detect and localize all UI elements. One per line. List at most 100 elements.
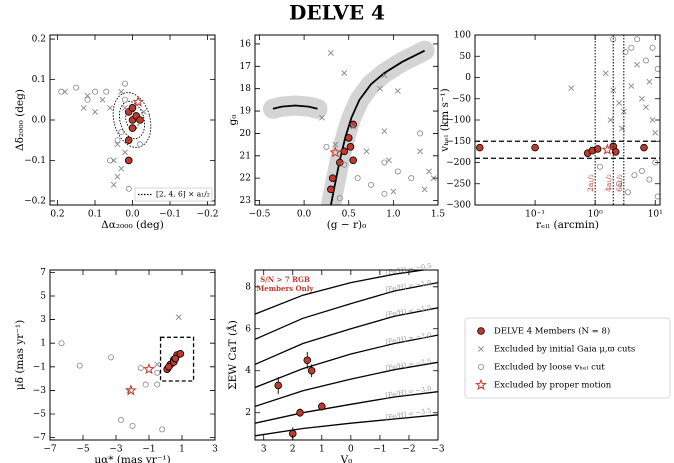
member-point (128, 124, 137, 132)
y-tick-label: −300 (446, 201, 471, 211)
y-tick-label: 18 (240, 84, 252, 94)
gaia-cut-point (390, 188, 397, 195)
loose-cut-point (58, 340, 65, 347)
x-tick-label: 10⁻¹ (525, 210, 545, 220)
y-tick-label: 2 (245, 408, 251, 418)
y-tick-label: 6 (245, 324, 251, 334)
x-tick-label: 0.5 (342, 210, 357, 220)
gaia-cut-point (114, 173, 121, 180)
y-tick-label: 3 (40, 315, 46, 325)
gaia-cut-point (341, 70, 348, 76)
legend-marker (478, 346, 484, 352)
plot-area (58, 80, 147, 192)
gaia-cut-point (652, 129, 659, 136)
gaia-cut-point (122, 149, 128, 156)
gaia-cut-point (607, 117, 614, 123)
y-tick-label: 50 (460, 52, 472, 62)
gaia-cut-point (646, 78, 653, 85)
pm-cut-point (132, 95, 145, 107)
x-tick-label: 3 (261, 445, 267, 455)
y-tick-label: 0.1 (32, 75, 46, 85)
loose-cut-point (368, 181, 375, 188)
x-axis-label: V₀ (340, 454, 353, 463)
gaia-cut-point (421, 186, 428, 193)
x-tick-label: 0 (348, 445, 354, 455)
axes-frame (49, 34, 216, 206)
x-axis-label: μα* (mas yr⁻¹) (94, 454, 170, 463)
gaia-cut-point (332, 141, 339, 148)
legend-marker (474, 378, 488, 391)
loose-cut-point (616, 180, 623, 187)
member-point (176, 350, 185, 358)
y-tick-label: 0.0 (32, 116, 47, 126)
plot-area (262, 40, 437, 205)
loose-cut-point (394, 168, 401, 175)
y-tick-label: −0.2 (24, 196, 46, 206)
y-tick-label: 100 (454, 31, 471, 41)
x-tick-label: −3 (431, 445, 445, 455)
gaia-cut-point (568, 85, 575, 92)
loose-cut-point (114, 137, 121, 144)
loose-cut-point (118, 129, 125, 136)
gaia-cut-point (154, 361, 161, 368)
y-tick-label: −100 (446, 116, 471, 126)
member-point (327, 185, 335, 194)
pm-cut-point (124, 384, 137, 396)
y-tick-label: 0 (465, 73, 471, 83)
member-point (124, 156, 133, 165)
x-tick-label: 2 (290, 445, 296, 455)
gaia-cut-point (649, 117, 656, 123)
x-tick-label: 1 (179, 445, 185, 455)
gaia-cut-point (377, 85, 383, 92)
x-axis-label: rₑₗₗ (arcmin) (536, 219, 599, 231)
loose-cut-point (108, 354, 115, 361)
loose-cut-point (381, 159, 388, 166)
metallicity-label: [Fe/H] = −0.5 (385, 262, 432, 277)
x-tick-label: −5 (76, 445, 90, 455)
metallicity-curve (255, 391, 438, 424)
legend-label: DELVE 4 Members (N = 8) (494, 326, 610, 337)
y-tick-label: −1 (33, 362, 46, 372)
gaia-cut-point (634, 61, 641, 68)
gaia-cut-point (616, 100, 622, 106)
loose-cut-point (649, 44, 656, 51)
y-tick-label: 17 (240, 62, 252, 72)
radius-label: 6a₁/₂ (615, 174, 624, 192)
y-axis-label: ΣEW CaT (Å) (225, 320, 239, 390)
loose-cut-point (654, 193, 660, 200)
x-tick-label: 3 (212, 445, 218, 455)
y-tick-label: 0.2 (32, 35, 46, 45)
member-point (296, 408, 304, 417)
x-tick-label: −3 (109, 445, 123, 455)
x-axis-label: (g − r)₀ (327, 219, 367, 231)
y-tick-label: −200 (446, 158, 471, 168)
loose-cut-point (323, 143, 330, 150)
y-tick-label: −7 (33, 433, 47, 443)
x-tick-label: −0.5 (249, 210, 271, 220)
gaia-cut-point (175, 314, 182, 321)
member-point (349, 120, 357, 129)
loose-cut-point (129, 422, 136, 429)
y-tick-label: 1 (40, 339, 46, 349)
loose-cut-point (84, 96, 91, 103)
metallicity-label: [Fe/H] = −3.0 (385, 384, 432, 399)
isochrone (330, 49, 426, 205)
pm-cut-point (329, 146, 342, 158)
y-tick-label: −3 (33, 386, 47, 396)
y-tick-label: −50 (452, 94, 471, 104)
legend-marker (477, 327, 485, 335)
gaia-cut-point (426, 168, 432, 175)
y-axis-label: g₀ (227, 115, 239, 126)
gaia-cut-point (394, 88, 401, 94)
gaia-cut-point (327, 49, 334, 56)
metallicity-label: [Fe/H] = −1.0 (385, 278, 432, 293)
metallicity-label: [Fe/H] = −2.5 (385, 357, 432, 372)
axes-frame (254, 34, 439, 206)
loose-cut-point (622, 49, 629, 56)
x-tick-label: −0.2 (197, 210, 219, 220)
ellipse (118, 100, 146, 140)
gaia-cut-point (638, 95, 645, 102)
y-axis-label: μδ (mas yr⁻¹) (14, 320, 26, 390)
isochrone (272, 104, 318, 110)
